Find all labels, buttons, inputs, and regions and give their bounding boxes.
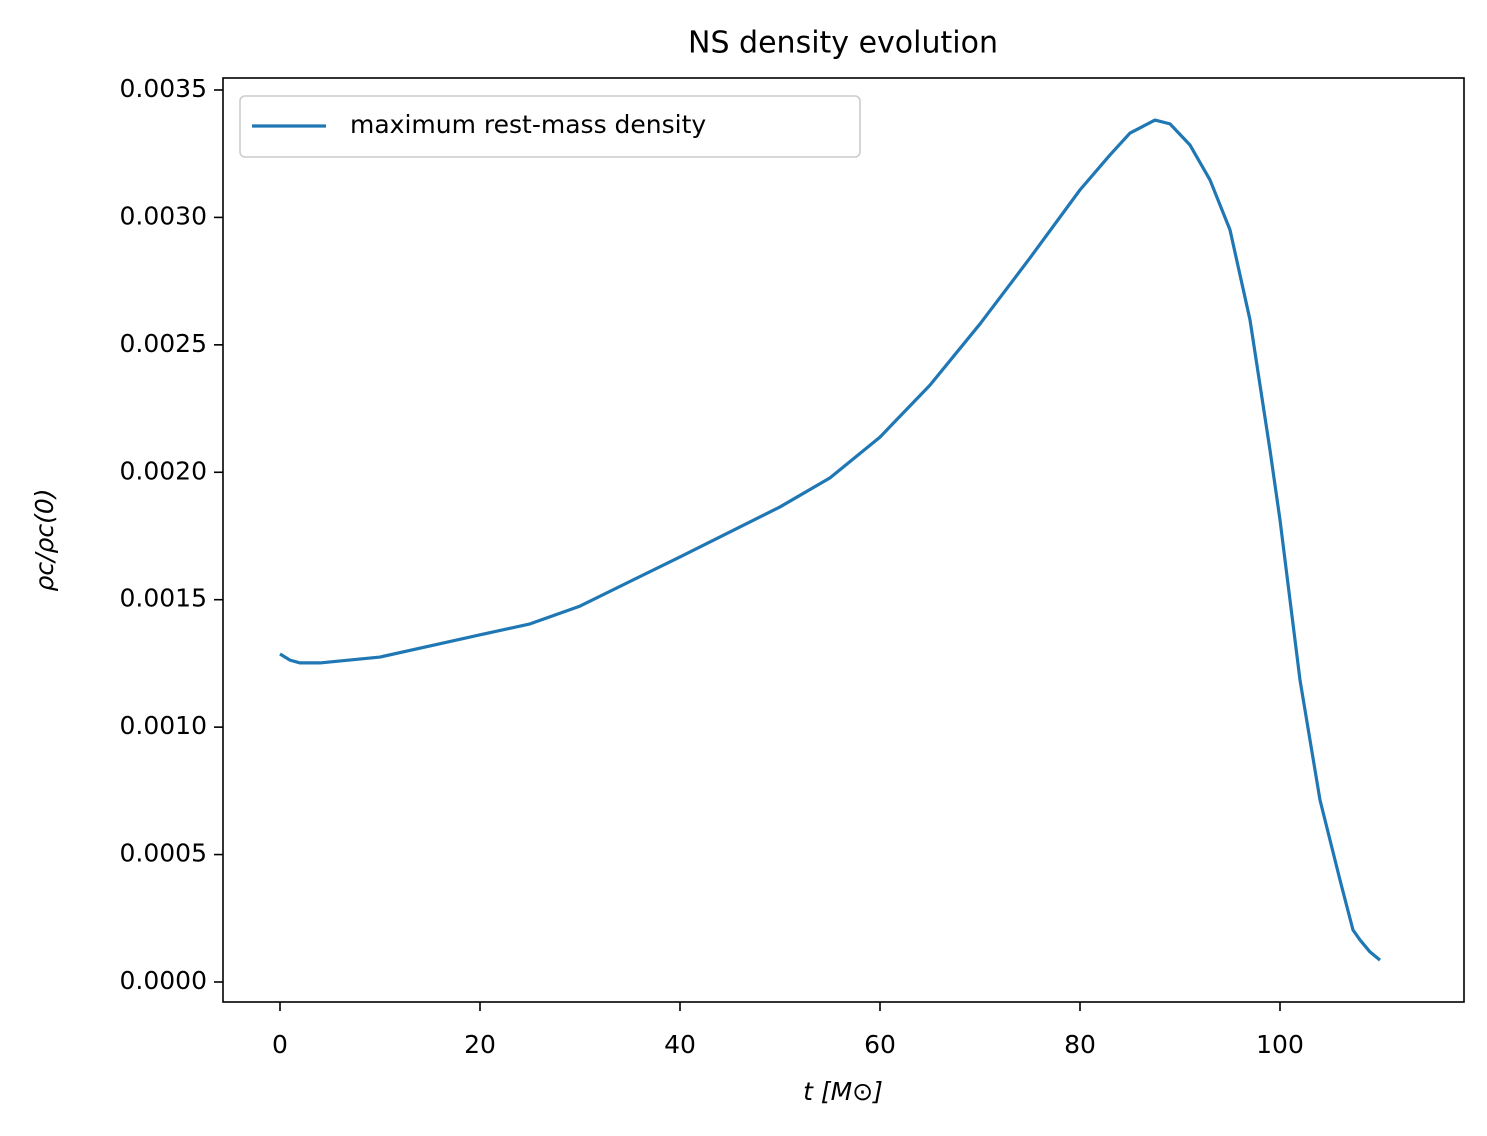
y-tick-label: 0.0010 [120,711,207,740]
y-tick-label: 0.0035 [120,74,207,103]
y-tick-label: 0.0025 [120,329,207,358]
y-tick-label: 0.0000 [120,966,207,995]
x-tick-label: 80 [1064,1030,1096,1059]
x-axis-label: t [M⊙] [803,1077,883,1106]
legend-label: maximum rest-mass density [350,110,706,139]
x-tick-label: 60 [864,1030,896,1059]
chart-title: NS density evolution [688,26,998,61]
y-axis-label: ρc/ρc(0) [30,488,59,591]
x-tick-label: 40 [664,1030,696,1059]
x-tick-label: 0 [272,1030,288,1059]
y-tick-label: 0.0005 [120,839,207,868]
y-tick-label: 0.0020 [120,456,207,485]
axes-frame [222,77,1465,1003]
x-tick-label: 20 [464,1030,496,1059]
legend-box [239,95,861,158]
y-tick-label: 0.0015 [120,584,207,613]
x-tick-label: 100 [1256,1030,1304,1059]
y-tick-label: 0.0030 [120,201,207,230]
data-line [279,118,1382,962]
